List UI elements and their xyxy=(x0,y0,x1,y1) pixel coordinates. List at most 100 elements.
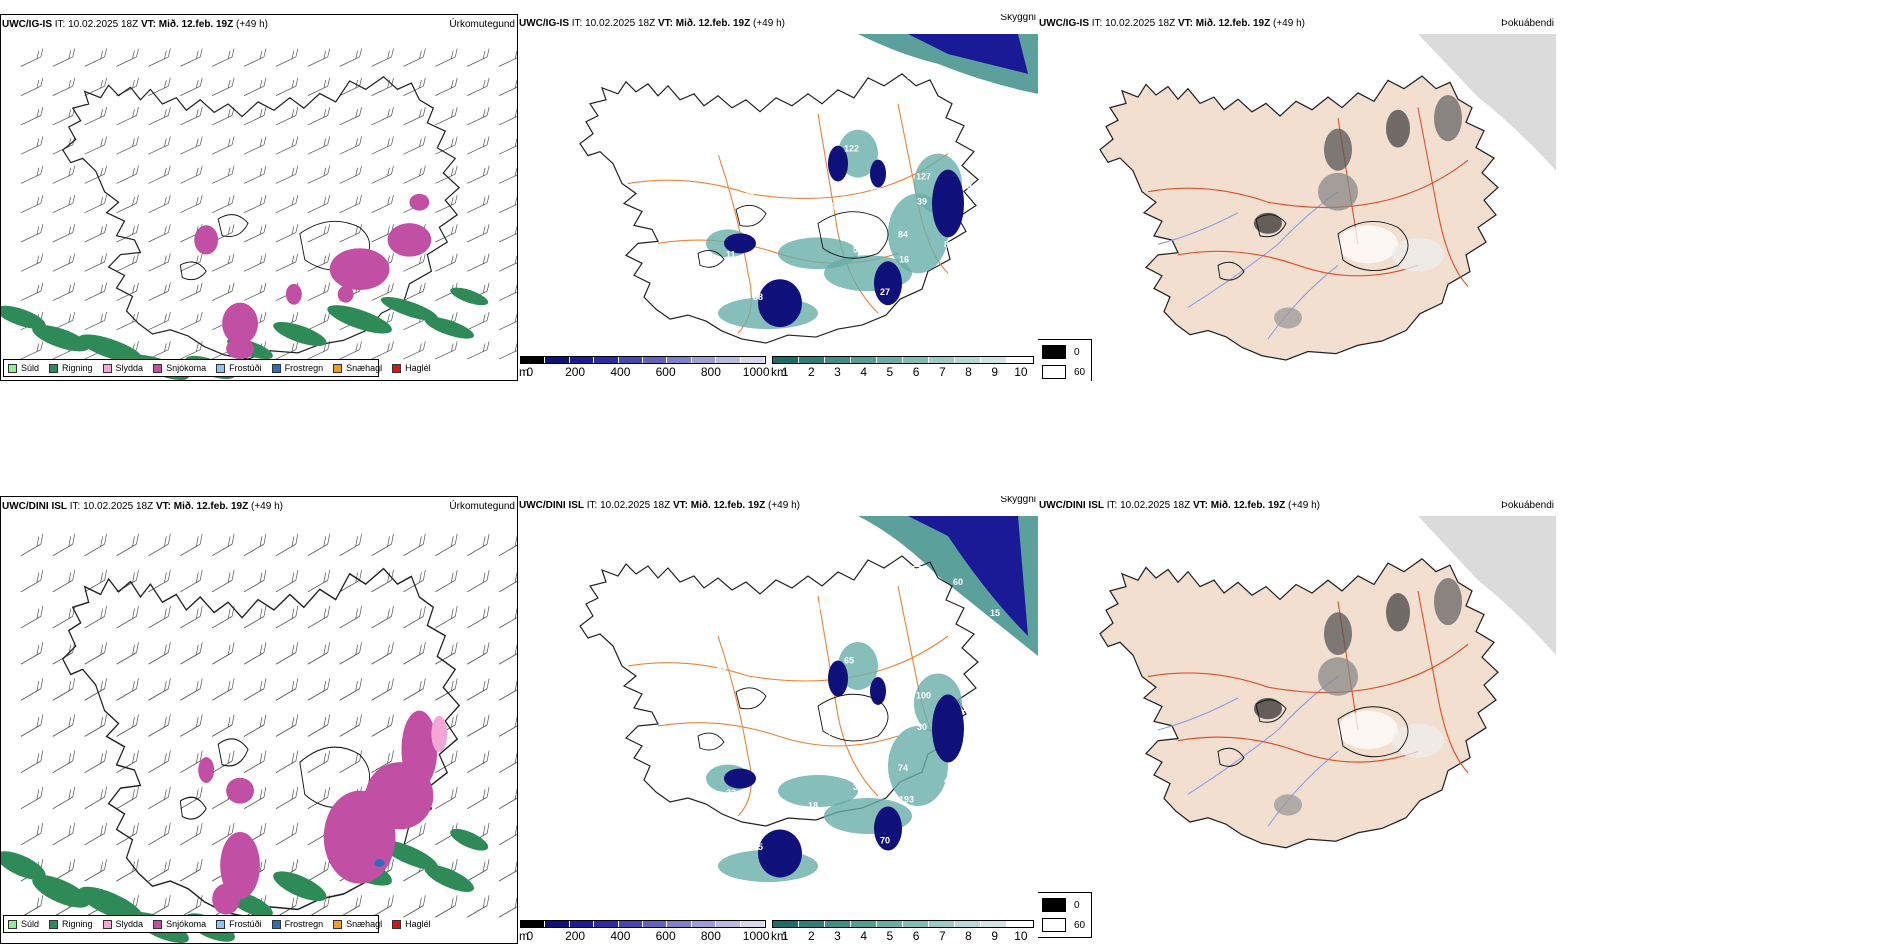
wind-barb-icon xyxy=(116,605,139,629)
wind-barb-icon xyxy=(243,48,267,67)
wind-barb-icon xyxy=(307,253,331,272)
cloud-base-value-label: 132 xyxy=(780,571,795,581)
cloud-base-value-label: 74 xyxy=(789,697,799,707)
wind-barb-icon xyxy=(371,165,394,184)
cloud-base-value-label: 37 xyxy=(698,66,708,76)
cloud-base-value-label: 123 xyxy=(962,703,977,713)
colorbar-segment xyxy=(691,921,717,927)
wind-barb-icon xyxy=(275,77,299,96)
precip-legend: Súld Rigning Slydda Snjókoma Frostúði Frostre… xyxy=(3,359,431,377)
wind-barb-icon xyxy=(435,136,458,155)
colorbar-segment xyxy=(929,921,955,927)
wind-barb-icon xyxy=(84,714,107,737)
wind-barb-icon xyxy=(243,642,267,665)
wind-barb-icon xyxy=(275,165,299,184)
vt-label: VT: xyxy=(1192,500,1208,511)
cloud-base-value-label: 136 xyxy=(780,76,795,86)
wind-barb-icon xyxy=(84,822,107,846)
legend-item-slydda: Slydda xyxy=(102,919,143,929)
wind-barb-icon xyxy=(498,572,517,593)
panel-header: UWC/IG-IS IT: 10.02.2025 18Z VT: Mið. 12… xyxy=(1,15,517,35)
wind-barb-icon xyxy=(20,194,44,214)
wind-barb-icon xyxy=(243,136,267,155)
wind-barb-icon xyxy=(52,569,76,593)
precip-panel-top: UWC/IG-IS IT: 10.02.2025 18Z VT: Mið. 12… xyxy=(0,14,518,381)
wind-barb-icon xyxy=(467,224,490,243)
cloud-base-value-label: 78 xyxy=(962,182,972,192)
fog-area xyxy=(1318,657,1358,696)
colorbar-tick-label: 1 xyxy=(781,365,789,379)
wind-barb-icon xyxy=(84,533,107,557)
low-cloud-base-area xyxy=(874,261,902,306)
colorbar-tick-label: 400 xyxy=(610,929,631,943)
cloud-base-value-label: 39 xyxy=(917,196,927,206)
wind-barb-icon xyxy=(20,750,44,774)
wind-barb-icon xyxy=(339,48,362,67)
legend-swatch xyxy=(8,919,17,929)
cloud-base-value-label: 120 xyxy=(907,71,922,81)
wind-barb-icon xyxy=(243,750,267,774)
wind-barb-icon xyxy=(20,224,44,243)
cloud-base-value-label: 127 xyxy=(916,172,931,182)
legend-label: Snjókoma xyxy=(166,363,207,373)
wind-barb-icon xyxy=(371,77,394,96)
wind-barb-icon xyxy=(243,533,267,557)
cloud-base-value-label: 172 xyxy=(798,823,813,833)
legend-swatch xyxy=(153,363,163,373)
road-line xyxy=(1177,736,1419,763)
wind-barb-icon xyxy=(403,48,426,67)
vt-label: VT: xyxy=(140,19,156,30)
wind-barb-icon xyxy=(84,107,107,126)
wind-barb-icon xyxy=(20,822,44,846)
wind-barb-icon xyxy=(498,138,517,155)
colorbar-tick-label: 400 xyxy=(610,365,631,379)
colorbar-segment xyxy=(981,921,1007,927)
cloud-base-value-label: 47 xyxy=(717,149,727,159)
colorbar-tick-label: 5 xyxy=(886,365,894,379)
wind-barb-icon xyxy=(148,282,171,301)
colorbar-segment xyxy=(740,357,766,363)
road-line xyxy=(717,635,752,817)
cloud-base-value-label: 53 xyxy=(862,86,872,96)
lead-time: (+49 h) xyxy=(753,18,785,29)
cloud-base-value-label: 103 xyxy=(835,302,850,312)
cloud-base-value-label: 93 xyxy=(807,119,817,129)
rain-area xyxy=(1,305,46,329)
cloud-base-value-label: 159 xyxy=(889,637,904,647)
cloud-base-value-label: 157 xyxy=(907,564,922,574)
legend-item-sn-hagl: Snæhagl xyxy=(333,363,382,373)
fog-area xyxy=(1324,612,1352,656)
sleet-area xyxy=(431,715,448,752)
wind-barb-icon xyxy=(52,107,76,126)
fog-legend-label: 0 xyxy=(1074,899,1080,911)
wind-barb-icon xyxy=(180,107,203,126)
model-name: UWC/DINI ISL xyxy=(2,501,67,512)
snow-area xyxy=(222,302,259,345)
colorbar-tick-label: 200 xyxy=(565,365,586,379)
wind-barb-icon xyxy=(84,165,107,184)
it-label: IT: xyxy=(69,501,81,512)
legend-label: Snjókoma xyxy=(166,919,207,929)
wind-barb-icon xyxy=(84,282,107,301)
wind-barb-icon xyxy=(275,678,299,701)
colorbar-segment xyxy=(851,921,877,927)
wind-barb-icon xyxy=(52,678,76,701)
road-line xyxy=(1177,250,1419,277)
wind-barb-icon xyxy=(307,642,331,665)
model-name: UWC/IG-IS xyxy=(1039,18,1089,29)
wind-barb-icon xyxy=(148,165,171,184)
fog-legend-item: 0 xyxy=(1042,345,1080,359)
cloud-base-value-label: 10 xyxy=(881,867,891,877)
fog-area xyxy=(1386,109,1410,148)
wind-barb-icon xyxy=(403,678,426,701)
wind-barb-icon xyxy=(180,822,203,846)
colorbar-segment xyxy=(521,357,546,363)
low-cloud-base-area xyxy=(758,829,802,878)
wind-barb-icon xyxy=(148,224,171,243)
cloud-base-value-label: 27 xyxy=(744,191,754,201)
cloud-base-value-label: 193 xyxy=(899,794,914,804)
wind-barb-icon xyxy=(275,786,299,810)
wind-barb-icon xyxy=(180,678,203,701)
fog-area xyxy=(1318,172,1358,211)
colorbar-segment xyxy=(667,357,692,363)
